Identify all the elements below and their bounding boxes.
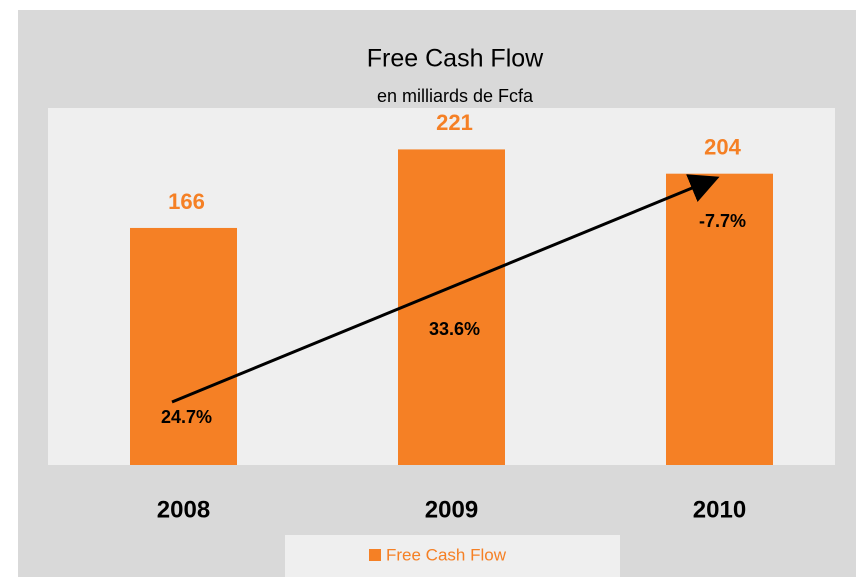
x-tick-label: 2010: [693, 496, 746, 523]
labels: 166 221 204 2008 2009 2010 24.7% 33.6% -7.7%: [157, 110, 746, 523]
value-label: 166: [168, 189, 205, 214]
bar: [666, 173, 773, 466]
growth-label: -7.7%: [699, 211, 746, 231]
bar: [130, 227, 237, 465]
chart-title: Free Cash Flow: [367, 45, 544, 73]
bars: [130, 149, 773, 466]
x-tick-label: 2008: [157, 496, 210, 523]
growth-label: 24.7%: [161, 407, 212, 427]
x-tick-label: 2009: [425, 496, 478, 523]
growth-label: 33.6%: [429, 319, 480, 339]
chart-subtitle: en milliards de Fcfa: [377, 86, 534, 106]
value-label: 221: [436, 110, 473, 135]
legend-box: [285, 535, 620, 577]
legend-label: Free Cash Flow: [386, 545, 507, 564]
legend-swatch: [369, 549, 381, 561]
trend-arrow: [171, 174, 720, 404]
legend: Free Cash Flow: [369, 545, 507, 564]
value-label: 204: [704, 135, 741, 160]
bar: [398, 149, 505, 466]
